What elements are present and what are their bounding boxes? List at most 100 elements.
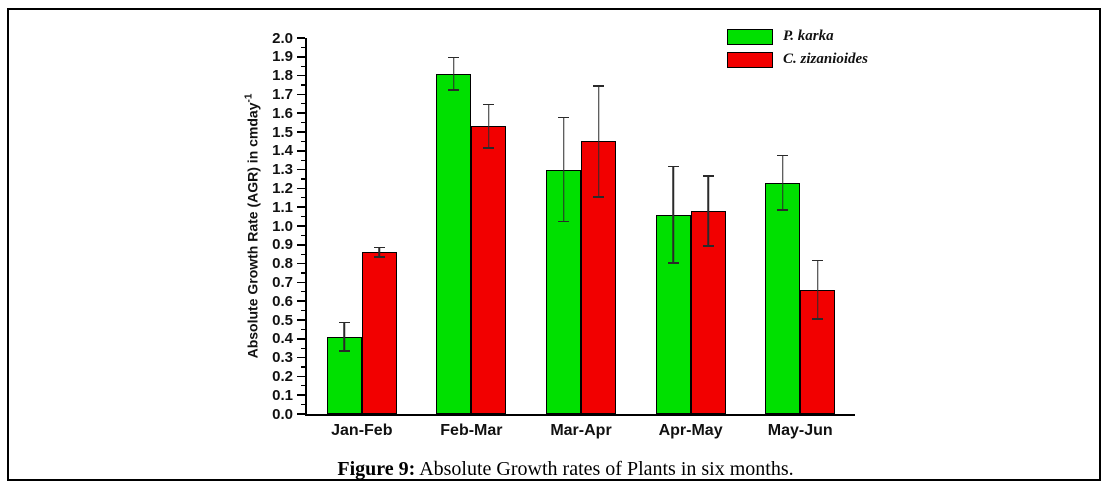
y-axis-tick-label: 1.5 bbox=[272, 123, 293, 141]
x-axis-label-feb-mar: Feb-Mar bbox=[440, 422, 503, 439]
error-bar-line bbox=[781, 154, 784, 211]
bar-p-karka-may-jun bbox=[765, 182, 801, 414]
y-axis-minor-tick bbox=[301, 385, 305, 387]
error-bar-cap bbox=[593, 196, 604, 198]
legend: P. karka C. zizanioides bbox=[727, 28, 868, 68]
y-axis-major-tick bbox=[297, 319, 305, 321]
figure-caption-text: Absolute Growth rates of Plants in six m… bbox=[415, 458, 794, 480]
y-axis-tick-label: 0.0 bbox=[272, 405, 293, 423]
y-axis-tick-label: 0.5 bbox=[272, 311, 293, 329]
error-bar-cap bbox=[667, 262, 679, 264]
bar-c-zizanioides-feb-mar bbox=[471, 126, 507, 414]
y-axis-tick-label: 1.6 bbox=[272, 104, 293, 122]
error-bar-cap bbox=[448, 89, 460, 91]
plot-area: 0.0 0.1 0.2 0.3 0.4 0.5 0.6 0.7 0.8 0.9 1.0 1.1 1.2 1… bbox=[272, 31, 855, 439]
x-axis-label-apr-may: Apr-May bbox=[658, 422, 723, 439]
y-axis-minor-tick bbox=[301, 140, 305, 142]
y-axis-tick-label: 1.2 bbox=[272, 179, 293, 197]
y-axis-tick-label: 1.7 bbox=[272, 85, 293, 103]
y-axis-minor-tick bbox=[301, 103, 305, 105]
error-bar-line bbox=[488, 103, 490, 149]
figure-caption: Figure 9: Absolute Growth rates of Plant… bbox=[0, 435, 1111, 492]
y-axis-major-tick bbox=[297, 150, 305, 152]
y-axis-major-tick bbox=[297, 168, 305, 171]
x-axis-label-jan-feb: Jan-Feb bbox=[331, 422, 393, 439]
error-bar-cap bbox=[483, 147, 495, 149]
y-axis-minor-tick bbox=[301, 291, 305, 293]
error-bar-p-karka-feb-mar bbox=[448, 56, 460, 91]
y-axis-tick-label: 1.4 bbox=[272, 142, 293, 160]
y-axis-tick-label: 2.0 bbox=[272, 29, 293, 47]
y-axis-major-tick bbox=[297, 93, 305, 96]
y-axis-minor-tick bbox=[301, 46, 305, 48]
error-bar-line bbox=[707, 175, 709, 247]
y-axis-major-tick bbox=[297, 262, 305, 265]
y-axis-major-tick bbox=[297, 300, 305, 302]
y-axis-major-tick bbox=[297, 356, 305, 359]
error-bar-line bbox=[453, 56, 455, 91]
y-axis-minor-tick bbox=[301, 328, 305, 330]
y-axis-minor-tick bbox=[301, 310, 305, 312]
y-axis-major-tick bbox=[297, 56, 305, 58]
error-bar-cap bbox=[558, 220, 569, 223]
error-bar-line bbox=[343, 321, 346, 352]
y-axis-minor-tick bbox=[301, 197, 305, 199]
y-axis-major-tick bbox=[297, 394, 305, 396]
y-axis-tick-label: 0.1 bbox=[272, 386, 293, 404]
y-axis-tick-label: 0.6 bbox=[272, 292, 293, 310]
y-axis-minor-tick bbox=[301, 178, 305, 180]
y-axis-tick-label: 0.7 bbox=[272, 273, 293, 291]
error-bar-p-karka-may-jun bbox=[777, 154, 789, 211]
y-axis-tick-label: 0.9 bbox=[272, 236, 293, 254]
y-axis-major-tick bbox=[297, 281, 305, 284]
error-bar-p-karka-apr-may bbox=[667, 165, 679, 264]
error-bar-line bbox=[597, 85, 600, 198]
y-axis-major-tick bbox=[297, 375, 305, 378]
y-axis-minor-tick bbox=[301, 253, 305, 255]
y-axis-major-tick bbox=[297, 37, 305, 39]
error-bar-line bbox=[562, 116, 565, 223]
error-bar-p-karka-mar-apr bbox=[558, 116, 569, 223]
error-bar-c-zizanioides-apr-may bbox=[702, 175, 714, 247]
y-axis-minor-tick bbox=[301, 234, 305, 236]
y-axis-minor-tick bbox=[301, 404, 305, 406]
y-axis-minor-tick bbox=[301, 122, 305, 124]
y-axis-minor-tick bbox=[301, 216, 305, 218]
y-axis-tick-label: 1.3 bbox=[272, 161, 293, 179]
error-bar-line bbox=[378, 246, 381, 258]
x-axis-label-may-jun: May-Jun bbox=[767, 422, 833, 439]
y-axis-minor-tick bbox=[301, 272, 305, 274]
y-axis-minor-tick bbox=[301, 347, 305, 349]
y-axis-minor-tick bbox=[301, 84, 305, 86]
y-axis-tick-label: 0.2 bbox=[272, 367, 293, 385]
x-axis-label-mar-apr: Mar-Apr bbox=[550, 422, 612, 439]
error-bar-line bbox=[816, 259, 819, 320]
y-axis-title-text: Absolute Growth Rate (AGR) in cmday bbox=[244, 102, 261, 359]
y-axis-major-tick bbox=[297, 74, 305, 77]
error-bar-cap bbox=[338, 350, 350, 352]
error-bar-c-zizanioides-may-jun bbox=[812, 259, 824, 320]
y-axis-minor-tick bbox=[301, 366, 305, 368]
y-axis-minor-tick bbox=[301, 65, 305, 67]
bar-p-karka-feb-mar bbox=[436, 73, 472, 414]
figure-caption-prefix: Figure 9: bbox=[337, 458, 416, 480]
y-axis-tick-label: 1.0 bbox=[272, 217, 293, 235]
legend-item-pkarka: P. karka bbox=[727, 28, 868, 45]
y-axis-major-tick bbox=[297, 244, 305, 246]
y-axis-tick-label: 1.9 bbox=[272, 48, 293, 66]
error-bar-cap bbox=[812, 318, 824, 320]
y-axis-major-tick bbox=[297, 131, 305, 133]
error-bar-cap bbox=[373, 256, 385, 258]
error-bar-cap bbox=[777, 209, 789, 211]
y-axis-title-exponent: -1 bbox=[243, 93, 255, 103]
y-axis-major-tick bbox=[297, 112, 305, 114]
y-axis-major-tick bbox=[297, 225, 305, 227]
y-axis-major-tick bbox=[297, 187, 305, 190]
error-bar-cap bbox=[702, 245, 714, 247]
error-bar-p-karka-jan-feb bbox=[338, 321, 350, 352]
bar-c-zizanioides-jan-feb bbox=[361, 252, 397, 414]
legend-label-czizanioides: C. zizanioides bbox=[783, 51, 869, 67]
error-bar-c-zizanioides-feb-mar bbox=[483, 103, 495, 149]
y-axis-tick-label: 0.4 bbox=[272, 330, 293, 348]
